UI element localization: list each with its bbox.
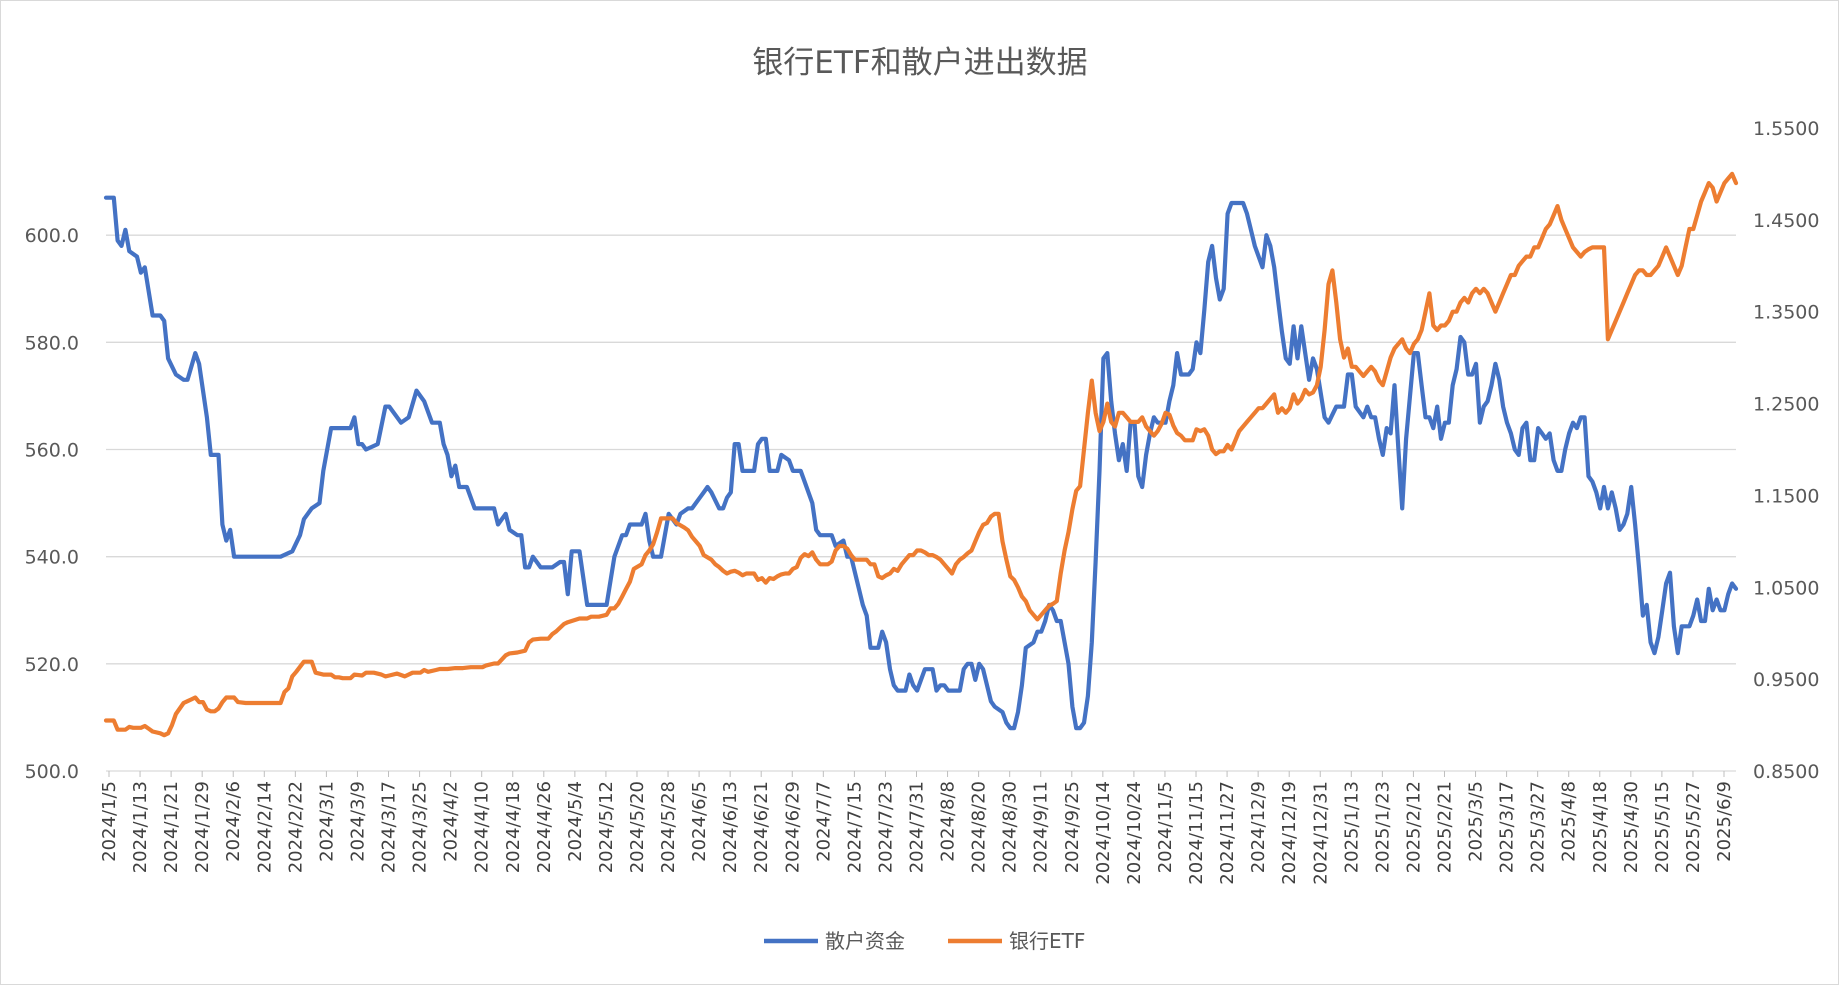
left-tick-label: 560.0 <box>25 440 79 462</box>
x-tick-label: 2025/5/27 <box>1683 781 1704 873</box>
x-tick-label: 2025/4/30 <box>1621 781 1642 873</box>
right-tick-label: 0.8500 <box>1753 761 1819 783</box>
x-tick-label: 2024/8/8 <box>938 781 959 862</box>
x-tick-label: 2024/5/20 <box>627 781 648 873</box>
gridlines <box>106 234 1736 772</box>
x-tick-label: 2024/5/4 <box>565 781 586 862</box>
right-tick-label: 0.9500 <box>1753 669 1819 691</box>
left-tick-label: 540.0 <box>25 547 79 569</box>
left-tick-label: 600.0 <box>25 225 79 247</box>
legend-label: 银行ETF <box>1009 929 1085 953</box>
right-tick-label: 1.3500 <box>1753 302 1819 324</box>
x-tick-label: 2024/10/14 <box>1093 781 1114 885</box>
series-line-retail-funds <box>103 195 1739 731</box>
x-tick-label: 2024/3/9 <box>347 781 368 862</box>
x-tick-label: 2024/1/21 <box>161 781 182 873</box>
x-tick-label: 2025/3/17 <box>1497 781 1518 873</box>
x-tick-label: 2024/4/18 <box>503 781 524 873</box>
x-tick-label: 2024/9/11 <box>1031 781 1052 873</box>
x-tick-label: 2025/1/23 <box>1372 781 1393 873</box>
x-tick-label: 2025/3/27 <box>1528 781 1549 873</box>
x-tick-label: 2024/10/24 <box>1124 781 1145 885</box>
x-tick-label: 2025/2/12 <box>1403 781 1424 873</box>
x-tick-label: 2024/8/30 <box>1000 781 1021 873</box>
x-tick-label: 2024/6/13 <box>720 781 741 873</box>
series-lines <box>103 171 1739 738</box>
right-axis-ticks: 0.8500 0.9500 1.0500 1.1500 1.2500 1.3500 1.45… <box>1753 118 1819 783</box>
x-tick-label: 2024/12/19 <box>1279 781 1300 885</box>
x-tick-label: 2025/3/5 <box>1466 781 1487 862</box>
x-tick-label: 2024/3/17 <box>379 781 400 873</box>
x-tick-label: 2024/9/25 <box>1062 781 1083 873</box>
left-tick-label: 520.0 <box>25 654 79 676</box>
left-tick-label: 500.0 <box>25 761 79 783</box>
x-tick-label: 2024/1/5 <box>99 781 120 862</box>
x-tick-label: 2024/2/6 <box>223 781 244 862</box>
right-tick-label: 1.2500 <box>1753 394 1819 416</box>
x-tick-label: 2024/7/7 <box>813 781 834 862</box>
x-tick-label: 2024/7/15 <box>844 781 865 873</box>
x-tick-label: 2024/2/14 <box>254 781 275 873</box>
legend: 散户资金 银行ETF <box>764 929 1085 953</box>
x-tick-label: 2024/7/31 <box>907 781 928 873</box>
x-tick-label: 2025/2/21 <box>1434 781 1455 873</box>
x-tick-label: 2024/6/5 <box>689 781 710 862</box>
chart-title: 银行ETF和散户进出数据 <box>752 45 1087 81</box>
legend-label: 散户资金 <box>825 929 905 953</box>
right-tick-label: 1.4500 <box>1753 210 1819 232</box>
x-tick-label: 2024/8/20 <box>969 781 990 873</box>
x-tick-label: 2024/5/12 <box>596 781 617 873</box>
x-tick-label: 2024/4/10 <box>472 781 493 873</box>
left-tick-label: 580.0 <box>25 332 79 354</box>
x-tick-label: 2024/6/29 <box>782 781 803 873</box>
x-tick-label: 2024/4/26 <box>534 781 555 873</box>
x-tick-label: 2024/3/1 <box>316 781 337 862</box>
right-tick-label: 1.1500 <box>1753 485 1819 507</box>
x-tick-label: 2024/1/13 <box>130 781 151 873</box>
x-tick-label: 2024/11/5 <box>1155 781 1176 873</box>
x-tick-label: 2024/2/22 <box>285 781 306 873</box>
x-axis: 2024/1/5 2024/1/13 2024/1/21 2024/1/29 2024/… <box>99 771 1735 885</box>
x-tick-label: 2024/1/29 <box>192 781 213 873</box>
series-line-bank-etf <box>103 171 1739 738</box>
x-tick-label: 2024/12/9 <box>1248 781 1269 873</box>
x-tick-label: 2024/11/15 <box>1186 781 1207 885</box>
x-tick-label: 2024/7/23 <box>875 781 896 873</box>
x-tick-label: 2025/4/18 <box>1590 781 1611 873</box>
right-tick-label: 1.5500 <box>1753 118 1819 140</box>
x-tick-label: 2024/12/31 <box>1310 781 1331 885</box>
x-tick-label: 2024/11/27 <box>1217 781 1238 885</box>
x-tick-label: 2025/4/8 <box>1559 781 1580 862</box>
x-tick-label: 2024/3/25 <box>410 781 431 873</box>
x-tick-label: 2025/6/9 <box>1714 781 1735 862</box>
x-tick-label: 2024/6/21 <box>751 781 772 873</box>
right-tick-label: 1.0500 <box>1753 577 1819 599</box>
x-tick-label: 2025/1/13 <box>1341 781 1362 873</box>
left-axis-ticks: 500.0 520.0 540.0 560.0 580.0 600.0 <box>25 225 79 783</box>
x-tick-label: 2024/5/28 <box>658 781 679 873</box>
x-tick-label: 2025/5/15 <box>1652 781 1673 873</box>
x-tick-label: 2024/4/2 <box>441 781 462 862</box>
